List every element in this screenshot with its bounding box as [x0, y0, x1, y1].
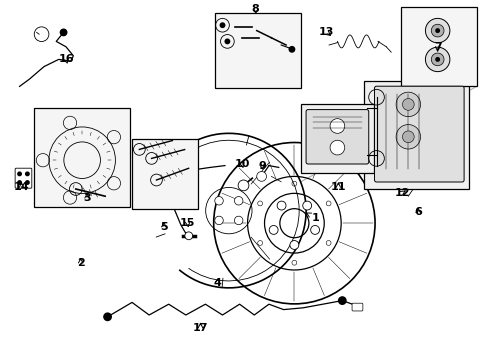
Text: 13: 13 [318, 27, 334, 37]
Circle shape [224, 39, 230, 44]
Circle shape [289, 240, 298, 249]
Text: 8: 8 [251, 4, 259, 14]
Text: 2: 2 [77, 258, 84, 268]
Text: 1: 1 [305, 213, 319, 223]
Circle shape [337, 296, 346, 305]
Circle shape [402, 99, 413, 110]
Circle shape [17, 171, 22, 176]
FancyBboxPatch shape [374, 86, 463, 182]
Circle shape [395, 92, 420, 117]
Circle shape [219, 22, 225, 28]
Circle shape [184, 232, 192, 240]
Text: 6: 6 [413, 207, 421, 217]
Text: 14: 14 [14, 182, 29, 192]
Circle shape [430, 24, 443, 37]
FancyBboxPatch shape [15, 168, 32, 188]
Circle shape [434, 28, 439, 33]
Circle shape [234, 197, 243, 205]
Circle shape [395, 125, 420, 149]
Text: 5: 5 [160, 222, 167, 232]
Circle shape [103, 312, 112, 321]
Circle shape [425, 47, 449, 72]
FancyBboxPatch shape [132, 139, 198, 209]
Circle shape [17, 180, 22, 185]
Text: 16: 16 [58, 54, 74, 64]
FancyBboxPatch shape [364, 81, 468, 189]
Circle shape [25, 180, 30, 185]
Circle shape [238, 180, 248, 191]
Circle shape [329, 140, 344, 155]
Circle shape [256, 171, 266, 181]
Circle shape [288, 46, 295, 53]
Circle shape [214, 197, 223, 205]
FancyBboxPatch shape [34, 108, 129, 207]
FancyBboxPatch shape [351, 303, 362, 311]
Circle shape [310, 225, 319, 234]
FancyBboxPatch shape [300, 104, 373, 173]
Text: 17: 17 [192, 323, 208, 333]
Circle shape [402, 131, 413, 143]
Circle shape [302, 201, 311, 210]
Circle shape [214, 216, 223, 225]
Text: 3: 3 [83, 193, 91, 203]
FancyBboxPatch shape [215, 13, 300, 88]
Text: 7: 7 [433, 42, 441, 52]
Circle shape [269, 225, 278, 234]
Circle shape [434, 57, 439, 62]
FancyBboxPatch shape [400, 7, 476, 86]
Circle shape [60, 28, 67, 36]
FancyBboxPatch shape [305, 109, 368, 164]
Text: 10: 10 [234, 159, 249, 169]
Circle shape [25, 171, 30, 176]
Circle shape [430, 53, 443, 66]
Text: 12: 12 [394, 188, 409, 198]
Text: 11: 11 [330, 182, 346, 192]
Circle shape [277, 201, 285, 210]
Circle shape [234, 216, 243, 225]
Circle shape [425, 18, 449, 43]
Circle shape [329, 119, 344, 133]
Text: 15: 15 [180, 218, 195, 228]
Text: 9: 9 [258, 161, 265, 171]
Text: 4: 4 [213, 278, 221, 288]
